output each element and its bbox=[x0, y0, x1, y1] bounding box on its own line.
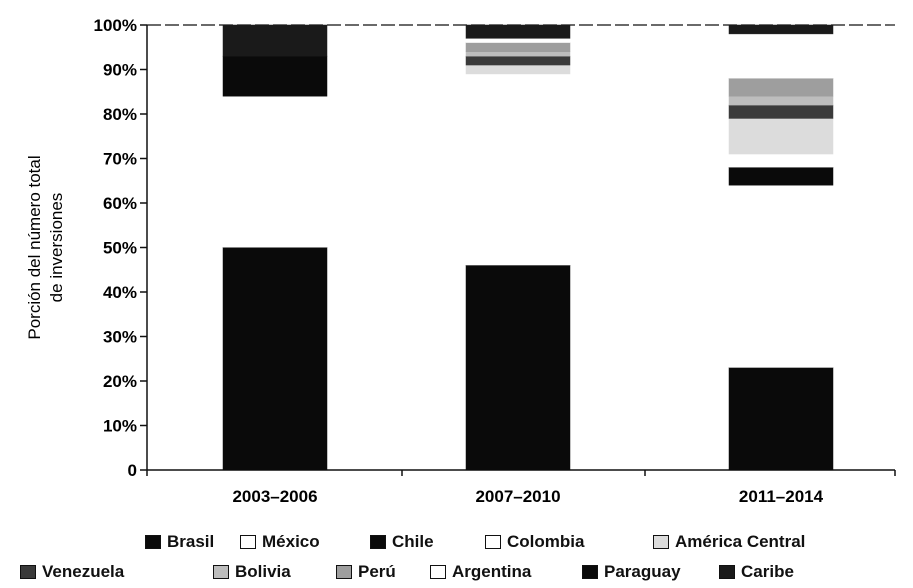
bar-segment-chile bbox=[728, 167, 834, 186]
legend-label: Argentina bbox=[452, 562, 532, 581]
legend-label: América Central bbox=[675, 532, 806, 551]
legend-label: Perú bbox=[358, 562, 396, 581]
legend-item-argentina: Argentina bbox=[430, 562, 531, 582]
legend-swatch bbox=[582, 565, 598, 579]
bar-segment-bolivia bbox=[728, 95, 834, 106]
x-category-label: 2003–2006 bbox=[232, 487, 317, 506]
bar-segment-argentina bbox=[466, 38, 570, 43]
legend-item-brasil: Brasil bbox=[145, 532, 214, 552]
bar-segment-per- bbox=[728, 78, 834, 97]
legend-item-chile: Chile bbox=[370, 532, 434, 552]
legend-swatch bbox=[430, 565, 446, 579]
legend-row-1: Brasil México Chile Colombia América Central bbox=[0, 532, 913, 556]
legend-label: Venezuela bbox=[42, 562, 125, 581]
bar-segment-am-rica-central bbox=[728, 118, 834, 155]
legend-item-paraguay: Paraguay bbox=[582, 562, 681, 582]
legend-swatch bbox=[370, 535, 386, 549]
y-tick-label: 90% bbox=[103, 61, 137, 80]
legend-swatch bbox=[653, 535, 669, 549]
y-tick-label: 40% bbox=[103, 283, 137, 302]
legend-item-bolivia: Bolivia bbox=[213, 562, 291, 582]
y-tick-label: 100% bbox=[94, 16, 137, 35]
legend-swatch bbox=[485, 535, 501, 549]
y-tick-label: 10% bbox=[103, 417, 137, 436]
bar-segment-bolivia bbox=[465, 51, 571, 57]
bar-segment-am-rica-central bbox=[465, 64, 571, 75]
x-category-label: 2011–2014 bbox=[739, 487, 824, 506]
legend-swatch bbox=[240, 535, 256, 549]
bar-segment-caribe bbox=[728, 24, 834, 35]
bar-segment-brasil bbox=[728, 367, 834, 471]
y-axis-title-line-1: Porción del número total bbox=[25, 155, 44, 339]
bar-segment-brasil bbox=[465, 265, 571, 471]
bar-segment-colombia bbox=[729, 154, 833, 168]
bars bbox=[222, 24, 834, 471]
y-tick-label: 60% bbox=[103, 194, 137, 213]
legend-label: Paraguay bbox=[604, 562, 681, 581]
labels: 0 10% 20% 30% 40% 50% 60% 70% 80% 90% 100% Porción … bbox=[25, 16, 824, 506]
legend-label: Bolivia bbox=[235, 562, 291, 581]
y-axis-title-line-2: de inversiones bbox=[47, 193, 66, 303]
y-tick-label: 20% bbox=[103, 372, 137, 391]
y-tick-label: 50% bbox=[103, 239, 137, 258]
legend-item-per-: Perú bbox=[336, 562, 396, 582]
legend-label: Colombia bbox=[507, 532, 585, 551]
bar-segment-argentina bbox=[729, 33, 833, 79]
legend-item-caribe: Caribe bbox=[719, 562, 794, 582]
bar-segment-per- bbox=[465, 42, 571, 52]
legend-item-colombia: Colombia bbox=[485, 532, 584, 552]
bar-segment-m-xico bbox=[729, 185, 833, 368]
bar-segment-caribe bbox=[465, 24, 571, 39]
y-tick-label: 30% bbox=[103, 328, 137, 347]
legend-label: Chile bbox=[392, 532, 434, 551]
bar-segment-m-xico bbox=[466, 73, 570, 266]
legend-item-am-rica-central: América Central bbox=[653, 532, 805, 552]
bar-segment-venezuela bbox=[465, 55, 571, 66]
legend-swatch bbox=[20, 565, 36, 579]
legend-swatch bbox=[336, 565, 352, 579]
y-tick-label: 80% bbox=[103, 105, 137, 124]
x-category-label: 2007–2010 bbox=[475, 487, 560, 506]
legend-swatch bbox=[213, 565, 229, 579]
y-tick-label: 70% bbox=[103, 150, 137, 169]
bar-segment-m-xico bbox=[223, 96, 327, 248]
legend-row-2: Venezuela Bolivia Perú Argentina Paraguay Car… bbox=[0, 562, 913, 586]
bar-segment-caribe bbox=[222, 24, 328, 57]
y-tick-label: 0 bbox=[128, 461, 137, 480]
legend-label: México bbox=[262, 532, 320, 551]
legend-item-m-xico: México bbox=[240, 532, 320, 552]
bar-segment-venezuela bbox=[728, 104, 834, 119]
bar-segment-brasil bbox=[222, 247, 328, 471]
legend-swatch bbox=[145, 535, 161, 549]
legend-label: Brasil bbox=[167, 532, 215, 551]
legend-label: Caribe bbox=[741, 562, 794, 581]
legend-swatch bbox=[719, 565, 735, 579]
legend-item-venezuela: Venezuela bbox=[20, 562, 124, 582]
bar-segment-chile bbox=[222, 55, 328, 97]
